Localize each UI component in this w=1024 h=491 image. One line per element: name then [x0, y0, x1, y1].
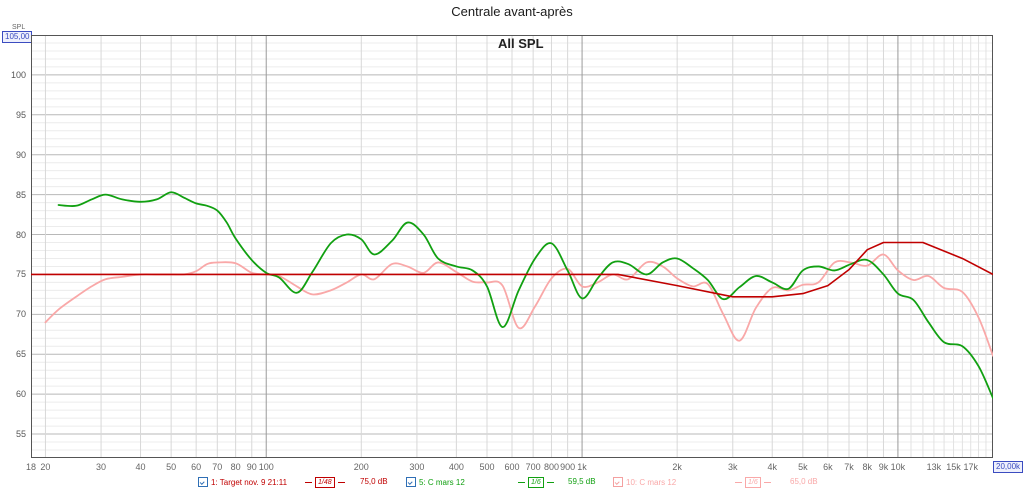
- legend-item-trace-10[interactable]: 10: C mars 12: [613, 477, 676, 487]
- legend-line-left: [518, 481, 525, 484]
- legend-smoothing-box: 1/48: [315, 477, 335, 488]
- y-tick-label: 65: [15, 349, 26, 360]
- x-tick-label: 3k: [728, 462, 738, 472]
- x-tick-label: 13k: [926, 462, 942, 472]
- x-tick-label: 300: [409, 462, 425, 472]
- y-tick-label: 85: [15, 189, 26, 200]
- legend-value-trace-5: 59,5 dB: [568, 477, 596, 486]
- x-tick-label: 200: [353, 462, 369, 472]
- chart-overlay-title: All SPL: [498, 36, 544, 51]
- x-tick-label: 10k: [890, 462, 906, 472]
- legend-smoothing-trace-1[interactable]: 1/48: [305, 477, 345, 488]
- x-tick-label: 1k: [577, 462, 587, 472]
- legend: 1: Target nov. 9 21:11 1/48 75,0 dB 5: C ma…: [0, 476, 1024, 491]
- x-tick-label: 70: [212, 462, 223, 472]
- y-tick-label: 100: [10, 69, 26, 80]
- legend-line-right: [337, 481, 345, 484]
- x-tick-label: 700: [525, 462, 541, 472]
- legend-smoothing-box: 1/6: [745, 477, 761, 488]
- y-tick-label: 95: [15, 109, 26, 120]
- legend-label-trace-10: 10: C mars 12: [626, 477, 677, 487]
- legend-label-trace-5: 5: C mars 12: [419, 477, 465, 487]
- y-tick-label: 55: [15, 429, 26, 440]
- legend-item-trace-5[interactable]: 5: C mars 12: [406, 477, 465, 487]
- legend-value-trace-10: 65,0 dB: [790, 477, 818, 486]
- legend-checkbox-trace-5[interactable]: [406, 477, 416, 487]
- legend-item-trace-1[interactable]: 1: Target nov. 9 21:11: [198, 477, 287, 487]
- x-tick-label: 500: [479, 462, 495, 472]
- y-tick-label: 70: [15, 309, 26, 320]
- legend-line-right: [546, 481, 554, 484]
- y-tick-label: 75: [15, 269, 26, 280]
- legend-checkbox-trace-1[interactable]: [198, 477, 208, 487]
- x-tick-label: 20: [40, 462, 51, 472]
- x-tick-label: 7k: [844, 462, 854, 472]
- x-tick-label: 17k: [963, 462, 978, 472]
- x-tick-label: 40: [135, 462, 146, 472]
- x-tick-label: 18: [25, 462, 36, 472]
- x-tick-label: 8k: [862, 462, 873, 472]
- y-max-value-box[interactable]: 105,00: [2, 31, 33, 43]
- x-tick-label: 100: [258, 462, 274, 472]
- legend-label-trace-1: 1: Target nov. 9 21:11: [211, 477, 288, 487]
- y-tick-label: 90: [15, 149, 26, 160]
- x-tick-label: 60: [191, 462, 202, 472]
- y-tick-label: 60: [15, 389, 26, 400]
- x-tick-label: 50: [166, 462, 177, 472]
- y-tick-label: 80: [15, 229, 26, 240]
- legend-line-right: [763, 481, 771, 484]
- x-tick-label: 5k: [798, 462, 808, 472]
- legend-checkbox-trace-10[interactable]: [613, 477, 623, 487]
- x-tick-label: 600: [504, 462, 520, 472]
- x-tick-label: 9k: [878, 462, 889, 472]
- x-tick-label: 400: [448, 462, 464, 472]
- legend-smoothing-trace-5[interactable]: 1/6: [518, 477, 554, 488]
- plot-area[interactable]: [31, 35, 993, 458]
- legend-line-left: [735, 481, 742, 484]
- legend-line-left: [305, 481, 312, 484]
- x-tick-label: 15k: [946, 462, 961, 472]
- x-tick-label: 6k: [823, 462, 833, 472]
- spl-chart: [31, 35, 993, 458]
- legend-smoothing-box: 1/6: [528, 477, 544, 488]
- x-tick-label: 800: [543, 462, 559, 472]
- x-tick-label: 30: [96, 462, 107, 472]
- x-max-value-box[interactable]: 20,00k: [993, 461, 1024, 473]
- x-tick-label: 90: [246, 462, 257, 472]
- page-title: Centrale avant-après: [451, 4, 573, 19]
- legend-value-trace-1: 75,0 dB: [360, 477, 388, 486]
- legend-smoothing-trace-10[interactable]: 1/6: [735, 477, 771, 488]
- x-tick-label: 4k: [767, 462, 777, 472]
- x-tick-label: 900: [560, 462, 576, 472]
- y-axis-caption: SPL: [12, 24, 26, 31]
- x-tick-label: 2k: [672, 462, 682, 472]
- x-tick-label: 80: [230, 462, 241, 472]
